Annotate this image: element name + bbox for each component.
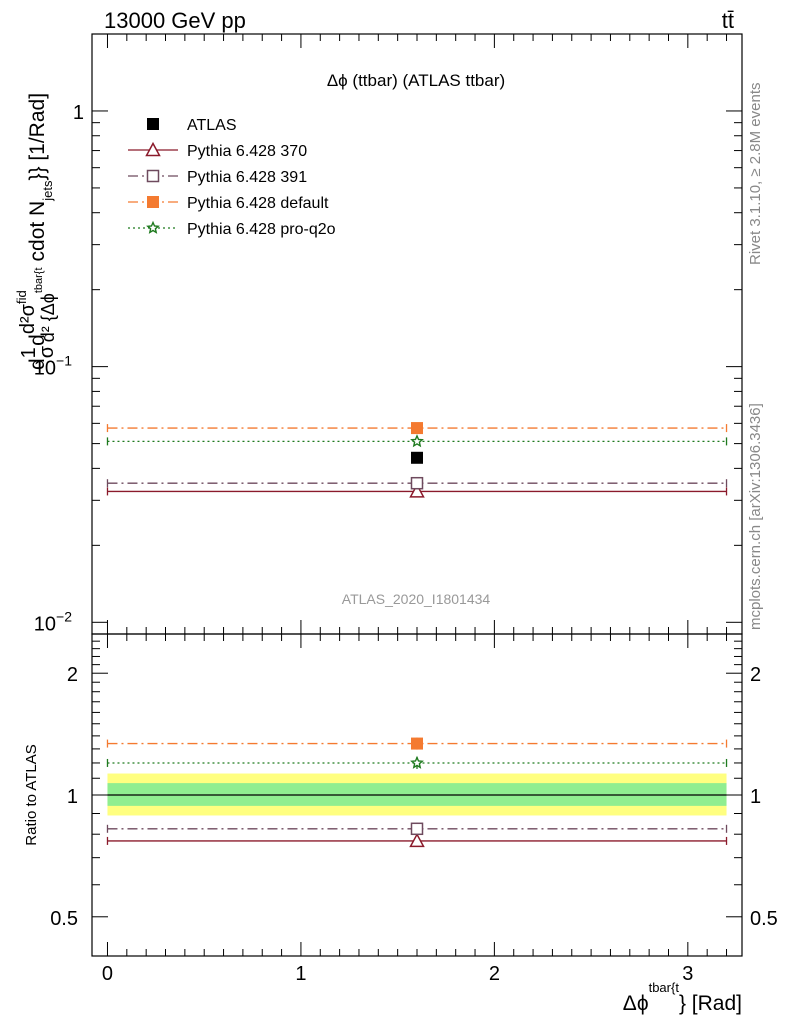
y-tick-label: 10−1 xyxy=(34,353,72,380)
main-panel: Δϕ (ttbar) (ATLAS ttbar) ATLAS_2020_I180… xyxy=(34,33,743,635)
legend-marker xyxy=(146,169,160,183)
main-title: Δϕ (ttbar) (ATLAS ttbar) xyxy=(327,71,505,90)
ratio-y-axis-label: Ratio to ATLAS xyxy=(23,744,40,845)
x-axis-label: Δϕtbar{t} [Rad] xyxy=(623,980,742,1015)
xlabel-tail: } [Rad] xyxy=(679,992,742,1015)
ratio-point xyxy=(410,755,424,769)
ratio-panel: 0.5 0.5 1 1 2 2 0 1 2 3 Ratio to ATLAS xyxy=(23,633,778,985)
ylabel-sigma: σ xyxy=(36,345,58,358)
legend: ATLAS Pythia 6.428 370 Pythia 6.428 391 Pyt… xyxy=(128,117,336,238)
y-tick-label: 10−2 xyxy=(34,608,72,635)
watermark: ATLAS_2020_I1801434 xyxy=(342,591,491,607)
ylabel-one: 1 xyxy=(18,347,40,358)
ylabel-d2den: d² {Δϕ xyxy=(38,293,58,342)
ratio-y-tick-label: 2 xyxy=(750,664,761,686)
data-point xyxy=(410,434,424,448)
main-axis-ticks: 1 10−1 10−2 xyxy=(34,33,742,635)
process-label: tt̄ xyxy=(722,8,734,33)
xlabel-main: Δϕ xyxy=(623,992,649,1015)
ratio-point xyxy=(411,737,423,750)
ratio-y-tick-label: 2 xyxy=(67,664,78,686)
ratio-point xyxy=(410,822,424,836)
ratio-y-tick-label: 1 xyxy=(750,786,761,808)
ylabel-jets: jets xyxy=(40,180,55,202)
data-point xyxy=(411,451,423,464)
ylabel-d: d xyxy=(26,358,49,370)
y-tick-label: 1 xyxy=(73,102,84,124)
rivet-label: Rivet 3.1.10, ≥ 2.8M events xyxy=(747,83,764,266)
ratio-axis-ticks: 0.5 0.5 1 1 2 2 0 1 2 3 xyxy=(50,634,778,985)
ylabel-tbar: tbar{t xyxy=(33,267,45,293)
ylabel-d2: d xyxy=(26,334,49,346)
data-point xyxy=(410,476,424,490)
data-point xyxy=(411,422,423,435)
legend-marker xyxy=(147,118,159,130)
x-tick-label: 1 xyxy=(295,963,306,985)
ratio-y-tick-label: 0.5 xyxy=(50,908,78,930)
legend-marker xyxy=(147,196,159,208)
legend-label: Pythia 6.428 370 xyxy=(187,143,307,160)
ylabel-d2sigma: d²σ xyxy=(17,303,39,334)
x-tick-label: 0 xyxy=(102,963,113,985)
energy-label: 13000 GeV pp xyxy=(104,8,246,33)
ratio-point xyxy=(409,832,425,848)
ratio-y-tick-label: 0.5 xyxy=(750,908,778,930)
mcplots-label: mcplots.cern.ch [arXiv:1306.3436] xyxy=(747,403,764,630)
legend-label: Pythia 6.428 pro-q2o xyxy=(187,221,336,238)
main-data-marks xyxy=(106,422,728,498)
legend-label: Pythia 6.428 default xyxy=(187,195,329,212)
xlabel-sup: tbar{t xyxy=(649,980,680,995)
x-tick-label: 2 xyxy=(489,963,500,985)
x-tick-label: 3 xyxy=(682,963,693,985)
ylabel-fid: fid xyxy=(14,290,29,304)
ratio-y-tick-label: 1 xyxy=(67,786,78,808)
legend-label: ATLAS xyxy=(187,117,237,134)
legend-marker xyxy=(146,220,160,234)
legend-label: Pythia 6.428 391 xyxy=(187,169,307,186)
data-point xyxy=(409,483,425,498)
main-y-axis-label: d1σdd²σfid d² {Δϕtbar{tcdot Njets}} [1/Ra… xyxy=(14,93,58,370)
ylabel-tail: }} [1/Rad] xyxy=(26,93,49,181)
ratio-data-marks xyxy=(106,737,728,848)
ylabel-cdot: cdot N xyxy=(26,201,49,262)
legend-marker xyxy=(145,141,161,157)
